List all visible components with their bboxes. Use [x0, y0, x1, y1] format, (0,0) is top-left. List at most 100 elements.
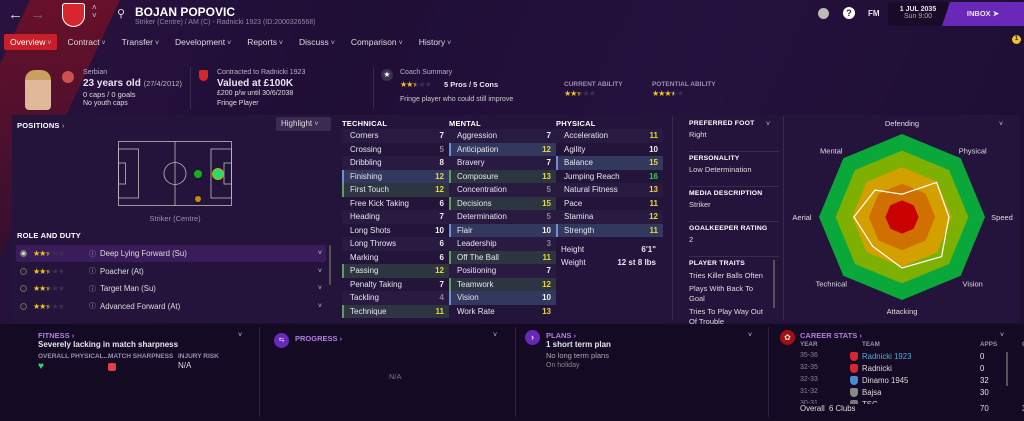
attribute-row[interactable]: Long Throws 6: [342, 237, 449, 251]
notification-badge[interactable]: 1: [1012, 35, 1021, 44]
attribute-row[interactable]: Determination 5: [449, 210, 556, 224]
forward-icon[interactable]: →: [30, 6, 45, 23]
career-team[interactable]: Radnicki 1923: [862, 352, 912, 361]
tab-discuss[interactable]: Discuss ˅: [293, 34, 341, 50]
attribute-row[interactable]: Dribbling 8: [342, 156, 449, 170]
info-icon[interactable]: ⓘ: [89, 268, 96, 275]
tab-reports[interactable]: Reports ˅: [241, 34, 289, 50]
attribute-row[interactable]: Tackling 4: [342, 291, 449, 305]
attribute-row[interactable]: Stamina 12: [556, 210, 663, 224]
club-crest[interactable]: [62, 3, 85, 27]
help-icon[interactable]: ?: [843, 7, 855, 19]
player-trait[interactable]: Tries To Play Way Out Of Trouble: [689, 307, 763, 326]
traits-scrollbar[interactable]: [773, 260, 775, 308]
attribute-row[interactable]: Composure 13: [449, 169, 556, 183]
attribute-row[interactable]: Anticipation 12: [449, 142, 556, 156]
role-item[interactable]: ★★★★★ ⓘ Deep Lying Forward (Su) ˅: [16, 245, 326, 262]
club-vision-icon[interactable]: [818, 8, 829, 19]
career-stats-title[interactable]: CAREER STATS ›: [800, 331, 862, 340]
role-item[interactable]: ★★★★★ ⓘ Target Man (Su) ˅: [16, 280, 326, 297]
chevron-down-icon[interactable]: ˅: [317, 267, 322, 275]
attribute-row[interactable]: Marking 6: [342, 250, 449, 264]
tab-transfer[interactable]: Transfer ˅: [116, 34, 165, 50]
attribute-row[interactable]: Natural Fitness 13: [556, 183, 663, 197]
attribute-row[interactable]: First Touch 12: [342, 183, 449, 197]
attribute-row[interactable]: Free Kick Taking 6: [342, 196, 449, 210]
role-radio[interactable]: [20, 302, 27, 310]
tab-label: Transfer: [121, 37, 153, 47]
highlight-dropdown[interactable]: Highlight ˅: [276, 117, 331, 131]
roles-scrollbar[interactable]: [329, 245, 331, 285]
date-display[interactable]: 1 JUL 2035 Sun 9:00: [888, 2, 948, 26]
role-radio[interactable]: [20, 267, 27, 275]
attribute-row[interactable]: Acceleration 11: [556, 129, 663, 143]
details-chevron-icon[interactable]: ˅: [766, 121, 771, 128]
player-switch-icon[interactable]: ˄ ˅: [92, 3, 97, 20]
progress-title[interactable]: PROGRESS ›: [295, 334, 343, 343]
positions-title[interactable]: POSITIONS ›: [17, 121, 65, 130]
chevron-down-icon[interactable]: ˅: [317, 302, 322, 310]
career-chevron-icon[interactable]: ˅: [1000, 332, 1005, 339]
info-icon[interactable]: ⓘ: [89, 303, 96, 310]
plans-title[interactable]: PLANS ›: [546, 331, 577, 340]
info-icon[interactable]: ⓘ: [89, 250, 96, 258]
tab-label: History: [418, 37, 446, 47]
attribute-row[interactable]: Agility 10: [556, 142, 663, 156]
pros-cons[interactable]: 5 Pros / 5 Cons: [444, 80, 499, 89]
chevron-down-icon[interactable]: ˅: [317, 250, 322, 257]
inbox-button[interactable]: INBOX ➤: [942, 2, 1024, 26]
tab-overview[interactable]: Overview ˅: [4, 34, 58, 50]
attribute-row[interactable]: Finishing 12: [342, 169, 449, 183]
attribute-row[interactable]: Concentration 5: [449, 183, 556, 197]
chevron-down-icon[interactable]: ˅: [317, 285, 322, 292]
attribute-row[interactable]: Off The Ball 11: [449, 250, 556, 264]
player-trait[interactable]: Plays With Back To Goal: [689, 284, 754, 303]
attribute-row[interactable]: Jumping Reach 16: [556, 169, 663, 183]
info-icon[interactable]: ⓘ: [89, 285, 96, 293]
age: 23 years old (27/4/2012): [83, 78, 182, 89]
tab-history[interactable]: History ˅: [413, 34, 458, 50]
career-scrollbar[interactable]: [1006, 352, 1008, 386]
attribute-row[interactable]: Positioning 7: [449, 264, 556, 278]
fm-menu-button[interactable]: FM: [868, 9, 880, 18]
tab-development[interactable]: Development ˅: [169, 34, 237, 50]
attribute-row[interactable]: Strength 11: [556, 223, 663, 237]
attribute-row[interactable]: Teamwork 12: [449, 277, 556, 291]
attribute-row[interactable]: Leadership 3: [449, 237, 556, 251]
career-row[interactable]: 30-31 TSC: [800, 399, 1000, 404]
attribute-row[interactable]: Long Shots 10: [342, 223, 449, 237]
attribute-row[interactable]: Penalty Taking 7: [342, 277, 449, 291]
attribute-row[interactable]: Passing 12: [342, 264, 449, 278]
attribute-row[interactable]: Balance 15: [556, 156, 663, 170]
attribute-row[interactable]: Technique 11: [342, 304, 449, 318]
attribute-row[interactable]: Pace 11: [556, 196, 663, 210]
attribute-row[interactable]: Decisions 15: [449, 196, 556, 210]
fitness-chevron-icon[interactable]: ˅: [238, 332, 243, 339]
role-radio[interactable]: [20, 250, 27, 257]
search-icon[interactable]: ⚲: [117, 8, 126, 20]
attribute-row[interactable]: Heading 7: [342, 210, 449, 224]
attribute-row[interactable]: Flair 10: [449, 223, 556, 237]
fitness-title[interactable]: FITNESS ›: [38, 331, 75, 340]
career-row[interactable]: 31-32Bajsa3023: [800, 387, 1000, 399]
attribute-row[interactable]: Corners 7: [342, 129, 449, 143]
player-trait[interactable]: Tries Killer Balls Often: [689, 271, 763, 280]
role-radio[interactable]: [20, 285, 27, 292]
attribute-name: Balance: [564, 158, 593, 168]
attribute-row[interactable]: Aggression 7: [449, 129, 556, 143]
radar-chevron-icon[interactable]: ˅: [999, 121, 1004, 128]
role-item[interactable]: ★★★★★ ⓘ Advanced Forward (At) ˅: [16, 298, 326, 315]
tab-contract[interactable]: Contract ˅: [61, 34, 111, 50]
attribute-row[interactable]: Vision 10: [449, 291, 556, 305]
tab-comparison[interactable]: Comparison ˅: [345, 34, 409, 50]
back-icon[interactable]: ←: [8, 6, 23, 23]
plans-chevron-icon[interactable]: ˅: [748, 332, 753, 339]
attribute-row[interactable]: Crossing 5: [342, 142, 449, 156]
attribute-row[interactable]: Work Rate 13: [449, 304, 556, 318]
attribute-row[interactable]: Bravery 7: [449, 156, 556, 170]
role-item[interactable]: ★★★★★ ⓘ Poacher (At) ˅: [16, 263, 326, 280]
progress-chevron-icon[interactable]: ˅: [493, 332, 498, 339]
